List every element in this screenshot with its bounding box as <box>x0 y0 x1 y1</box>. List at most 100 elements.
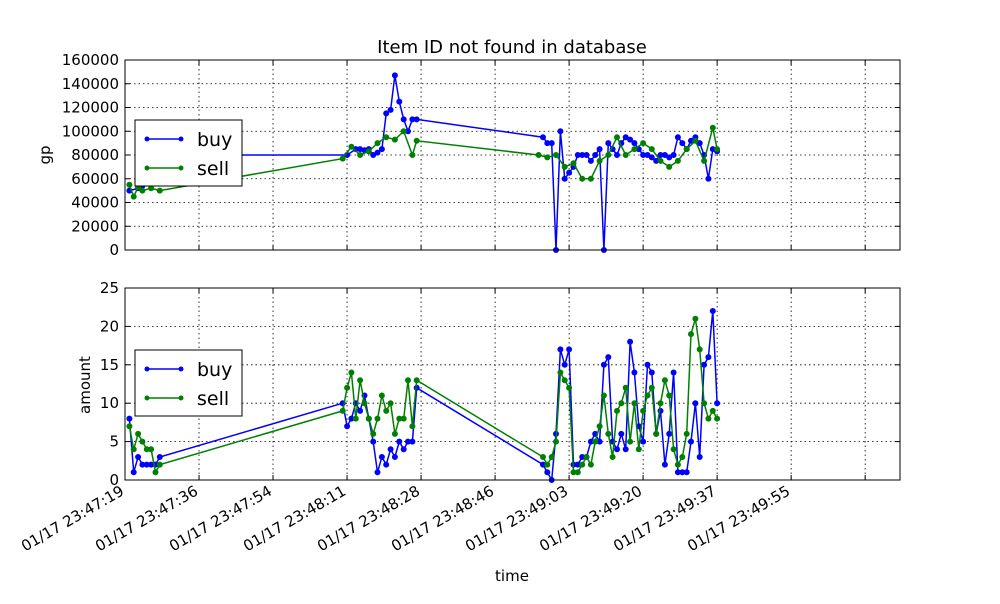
top-sell-data-point <box>391 136 398 143</box>
bottom-sell-data-point <box>574 469 581 476</box>
bottom-legend-sell-label: sell <box>197 388 229 410</box>
top-buy-data-point <box>374 149 381 156</box>
top-y-axis-label: gp <box>36 145 54 164</box>
top-legend-buy-label: buy <box>197 129 232 151</box>
bottom-buy-data-point <box>618 430 625 437</box>
bottom-sell-data-point <box>553 438 559 445</box>
bottom-legend-buy-marker <box>178 366 184 372</box>
bottom-buy-data-point <box>622 446 629 453</box>
bottom-buy-data-point <box>374 469 381 476</box>
top-buy-data-point <box>631 140 638 147</box>
top-sell-data-point <box>596 157 603 164</box>
top-buy-data-point <box>557 128 564 135</box>
bottom-buy-data-point <box>688 438 694 445</box>
bottom-y-tick-label: 0 <box>109 471 119 489</box>
top-sell-data-point <box>348 143 355 150</box>
bottom-sell-data-point <box>152 469 159 476</box>
x-axis-label: time <box>495 567 529 585</box>
top-sell-data-point <box>614 134 620 141</box>
bottom-sell-data-point <box>683 430 690 437</box>
bottom-sell-data-point <box>540 454 546 460</box>
bottom-legend-sell-marker <box>144 395 150 401</box>
bottom-sell-data-point <box>600 392 607 399</box>
bottom-sell-data-point <box>566 384 573 391</box>
top-sell-data-point <box>640 140 647 147</box>
top-buy-data-point <box>561 175 568 182</box>
top-y-tick-label: 100000 <box>62 122 119 140</box>
bottom-buy-data-point <box>370 438 377 445</box>
bottom-sell-data-point <box>357 377 364 384</box>
top-sell-data-point <box>692 137 699 144</box>
bottom-buy-data-point <box>709 308 716 314</box>
bottom-buy-data-point <box>409 438 416 445</box>
bottom-buy-data-point <box>126 415 133 422</box>
bottom-buy-data-point <box>383 461 390 468</box>
bottom-legend-sell-marker <box>178 395 184 401</box>
bottom-buy-data-point <box>666 430 673 437</box>
bottom-buy-data-point <box>631 369 638 376</box>
bottom-sell-data-point <box>644 392 651 399</box>
bottom-sell-data-point <box>413 377 420 384</box>
bottom-sell-data-point <box>701 400 708 407</box>
bottom-sell-data-point <box>587 461 594 468</box>
bottom-sell-data-point <box>627 438 634 445</box>
bottom-buy-data-point <box>640 438 647 445</box>
top-sell-data-point <box>365 148 372 155</box>
top-sell-data-point <box>701 157 708 164</box>
bottom-sell-data-point <box>387 400 394 407</box>
top-sell-data-point <box>587 175 594 182</box>
bottom-sell-data-point <box>670 446 677 453</box>
bottom-buy-data-point <box>561 361 568 368</box>
top-legend-sell-marker <box>144 165 150 171</box>
bottom-buy-data-point <box>644 361 651 368</box>
bottom-sell-data-point <box>126 423 133 430</box>
bottom-buy-data-point <box>670 369 677 376</box>
bottom-y-tick-label: 20 <box>100 317 119 335</box>
bottom-legend-buy-marker <box>144 366 150 372</box>
bottom-buy-data-point <box>696 454 703 460</box>
bottom-sell-data-point <box>622 384 629 391</box>
top-buy-data-point <box>605 140 612 147</box>
top-sell-data-point <box>714 146 721 153</box>
top-sell-data-point <box>709 124 716 131</box>
bottom-sell-data-point <box>391 430 398 437</box>
bottom-sell-data-point <box>696 346 703 353</box>
bottom-buy-data-point <box>661 461 668 468</box>
top-sell-data-point <box>409 152 416 158</box>
top-buy-data-point <box>679 140 686 147</box>
top-legend-sell-marker <box>178 165 184 171</box>
bottom-sell-data-point <box>365 415 372 422</box>
bottom-buy-data-point <box>156 454 163 460</box>
top-legend-buy-marker <box>178 136 184 142</box>
top-sell-data-point <box>383 134 390 141</box>
bottom-buy-data-point <box>627 338 634 345</box>
top-sell-data-point <box>683 146 690 153</box>
top-sell-data-point <box>622 152 629 158</box>
top-sell-data-point <box>553 152 559 158</box>
bottom-sell-data-point <box>631 400 638 407</box>
bottom-buy-data-point <box>600 361 607 368</box>
bottom-buy-data-point <box>648 369 655 376</box>
top-sell-data-point <box>674 157 681 164</box>
bottom-sell-data-point <box>648 384 655 391</box>
top-sell-data-point <box>148 185 155 192</box>
bottom-buy-data-point <box>683 469 690 476</box>
bottom-sell-data-point <box>339 407 346 414</box>
top-buy-data-point <box>670 152 677 158</box>
bottom-sell-data-point <box>709 407 716 414</box>
bottom-buy-data-point <box>692 400 699 407</box>
top-buy-data-point <box>566 169 573 176</box>
top-sell-data-point <box>126 181 133 188</box>
top-sell-data-point <box>156 187 163 194</box>
bottom-y-tick-label: 25 <box>100 279 119 297</box>
bottom-sell-data-point <box>409 423 416 430</box>
bottom-sell-data-point <box>653 430 660 437</box>
bottom-buy-data-point <box>614 446 620 453</box>
top-y-tick-label: 0 <box>109 241 119 259</box>
bottom-buy-data-point <box>378 454 385 460</box>
bottom-sell-data-point <box>666 392 673 399</box>
chart-title: Item ID not found in database <box>377 37 647 58</box>
bottom-sell-data-point <box>614 407 620 414</box>
